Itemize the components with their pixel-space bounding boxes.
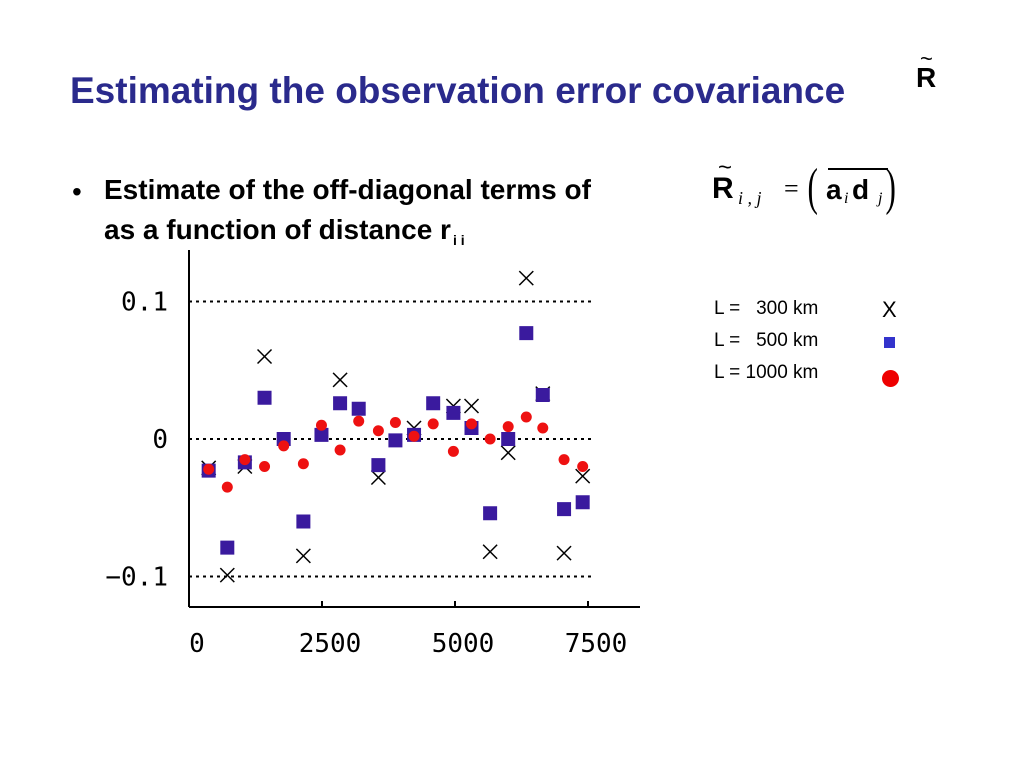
point-l500-17	[519, 326, 534, 341]
x-tick-label-0: 0	[189, 629, 205, 659]
formula-d-subscript: j	[878, 190, 883, 207]
point-l1000-0	[203, 463, 215, 475]
point-l300-5	[332, 372, 348, 388]
formula-a-subscript: i	[844, 190, 849, 207]
point-l300-11	[500, 445, 516, 461]
point-l300-10	[482, 544, 498, 560]
point-l300-12	[518, 270, 534, 286]
point-l500-13	[446, 405, 461, 420]
point-l500-9	[371, 458, 386, 473]
y-tick-label-1: 0	[152, 425, 168, 455]
point-l500-5	[296, 514, 311, 529]
point-l300-3	[257, 348, 273, 365]
formula-r: R	[712, 172, 734, 205]
point-l1000-13	[447, 445, 459, 457]
y-tick-label-2: −0.1	[105, 563, 168, 593]
point-l500-3	[257, 390, 272, 405]
point-l500-8	[351, 401, 366, 416]
legend-circle-marker	[882, 370, 899, 387]
formula-close-paren: )	[885, 159, 896, 216]
formula-open-paren: (	[807, 159, 818, 216]
covariance-formula: ~ R i , j = ( a i d j )	[712, 154, 902, 220]
bullet-marker: •	[72, 176, 82, 207]
y-tick-label-0: 0.1	[121, 288, 168, 318]
formula-overbar	[828, 168, 888, 170]
point-l300-14	[556, 545, 572, 561]
x-tick-label-1: 2500	[299, 629, 362, 659]
legend-label-x-marker: L = 300 km	[714, 298, 819, 319]
legend-square-marker	[884, 337, 895, 348]
point-l1000-20	[577, 461, 589, 472]
point-l1000-18	[537, 422, 549, 434]
point-l500-10	[388, 433, 403, 448]
x-tick-label-2: 5000	[432, 629, 495, 659]
point-l1000-19	[558, 454, 570, 466]
point-l1000-16	[502, 421, 514, 433]
x-tick-label-3: 7500	[565, 629, 628, 659]
legend-label-circle-marker: L = 1000 km	[714, 362, 819, 383]
point-l300-15	[575, 468, 591, 484]
point-l1000-9	[372, 425, 384, 437]
legend-label-square-marker: L = 500 km	[714, 330, 819, 351]
point-l500-7	[333, 396, 348, 411]
point-l500-6	[314, 427, 329, 442]
point-l1000-14	[465, 418, 477, 430]
point-l1000-4	[278, 440, 290, 452]
point-l500-16	[501, 432, 516, 446]
bullet-line-2-text: as a function of distance r	[104, 214, 451, 245]
point-l1000-2	[239, 454, 251, 466]
legend-x-marker: X	[882, 297, 897, 322]
formula-a: a	[826, 174, 842, 205]
point-l1000-17	[520, 411, 532, 423]
title-r: R	[916, 62, 937, 93]
point-l300-4	[295, 548, 311, 564]
point-l1000-3	[259, 461, 271, 472]
formula-equals: =	[784, 174, 799, 203]
point-l500-1	[220, 540, 235, 555]
title-r-tilde-symbol: ~ R	[916, 46, 937, 94]
formula-tilde: ~	[718, 154, 733, 181]
bullet-subscript: i i	[452, 232, 465, 248]
point-l1000-1	[221, 481, 233, 493]
bullet-line-1: Estimate of the off-diagonal terms of	[104, 174, 591, 205]
point-l1000-15	[484, 433, 496, 445]
point-l1000-5	[297, 458, 309, 470]
slide-title: Estimating the observation error covaria…	[70, 70, 846, 111]
formula-d: d	[852, 174, 870, 205]
point-l500-15	[483, 506, 498, 521]
point-l1000-7	[334, 444, 346, 456]
point-l300-6	[370, 469, 386, 486]
point-l1000-11	[408, 430, 420, 442]
title-tilde: ~	[920, 46, 933, 71]
point-l500-20	[575, 495, 590, 510]
point-l1000-12	[427, 418, 439, 430]
point-l500-12	[426, 396, 441, 411]
point-l1000-6	[315, 419, 327, 431]
formula-r-subscript: i , j	[738, 188, 762, 208]
point-l1000-10	[389, 417, 401, 428]
point-l300-1	[219, 567, 235, 583]
point-l500-19	[557, 502, 572, 517]
point-l1000-8	[353, 415, 365, 427]
point-l300-9	[463, 398, 480, 414]
point-l500-18	[535, 388, 550, 402]
